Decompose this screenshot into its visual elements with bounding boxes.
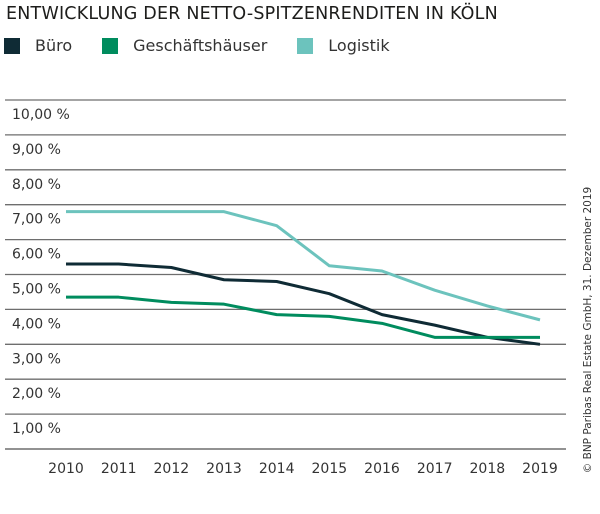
legend-label: Logistik [328,36,390,55]
y-tick-label: 4,00 % [12,316,61,332]
series-line-geschäftshäuser [66,295,540,339]
legend-label: Geschäftshäuser [133,36,268,55]
x-tick-label: 2016 [364,461,400,477]
x-tick-label: 2013 [206,461,242,477]
x-tick-label: 2011 [101,461,137,477]
x-tick-label: 2014 [259,461,295,477]
x-tick-label: 2017 [417,461,453,477]
y-tick-label: 5,00 % [12,282,61,298]
y-tick-label: 6,00 % [12,247,61,263]
x-tick-label: 2010 [48,461,84,477]
chart-title: ENTWICKLUNG DER NETTO-SPITZENRENDITEN IN… [6,4,498,24]
x-tick-label: 2019 [522,461,558,477]
y-tick-label: 10,00 % [12,107,70,123]
y-tick-label: 1,00 % [12,421,61,437]
y-tick-label: 8,00 % [12,177,61,193]
legend-item: Geschäftshäuser [102,36,267,55]
series-line-logistik [66,210,541,322]
x-tick-label: 2018 [470,461,506,477]
series-line-büro [66,262,541,346]
y-tick-label: 2,00 % [12,386,61,402]
x-tick-label: 2012 [154,461,190,477]
legend-swatch [102,37,119,54]
y-tick-label: 9,00 % [12,142,61,158]
legend-item: Büro [4,36,72,55]
x-tick-label: 2015 [312,461,348,477]
legend-label: Büro [35,36,73,55]
y-tick-label: 3,00 % [12,351,61,367]
legend-swatch [297,37,314,54]
legend-swatch [4,37,20,54]
legend-item: Logistik [297,36,390,55]
copyright-credit: © BNP Paribas Real Estate GmbH, 31. Deze… [582,186,594,474]
y-tick-label: 7,00 % [12,212,61,228]
legend: Büro Geschäftshäuser Logistik [4,36,420,55]
